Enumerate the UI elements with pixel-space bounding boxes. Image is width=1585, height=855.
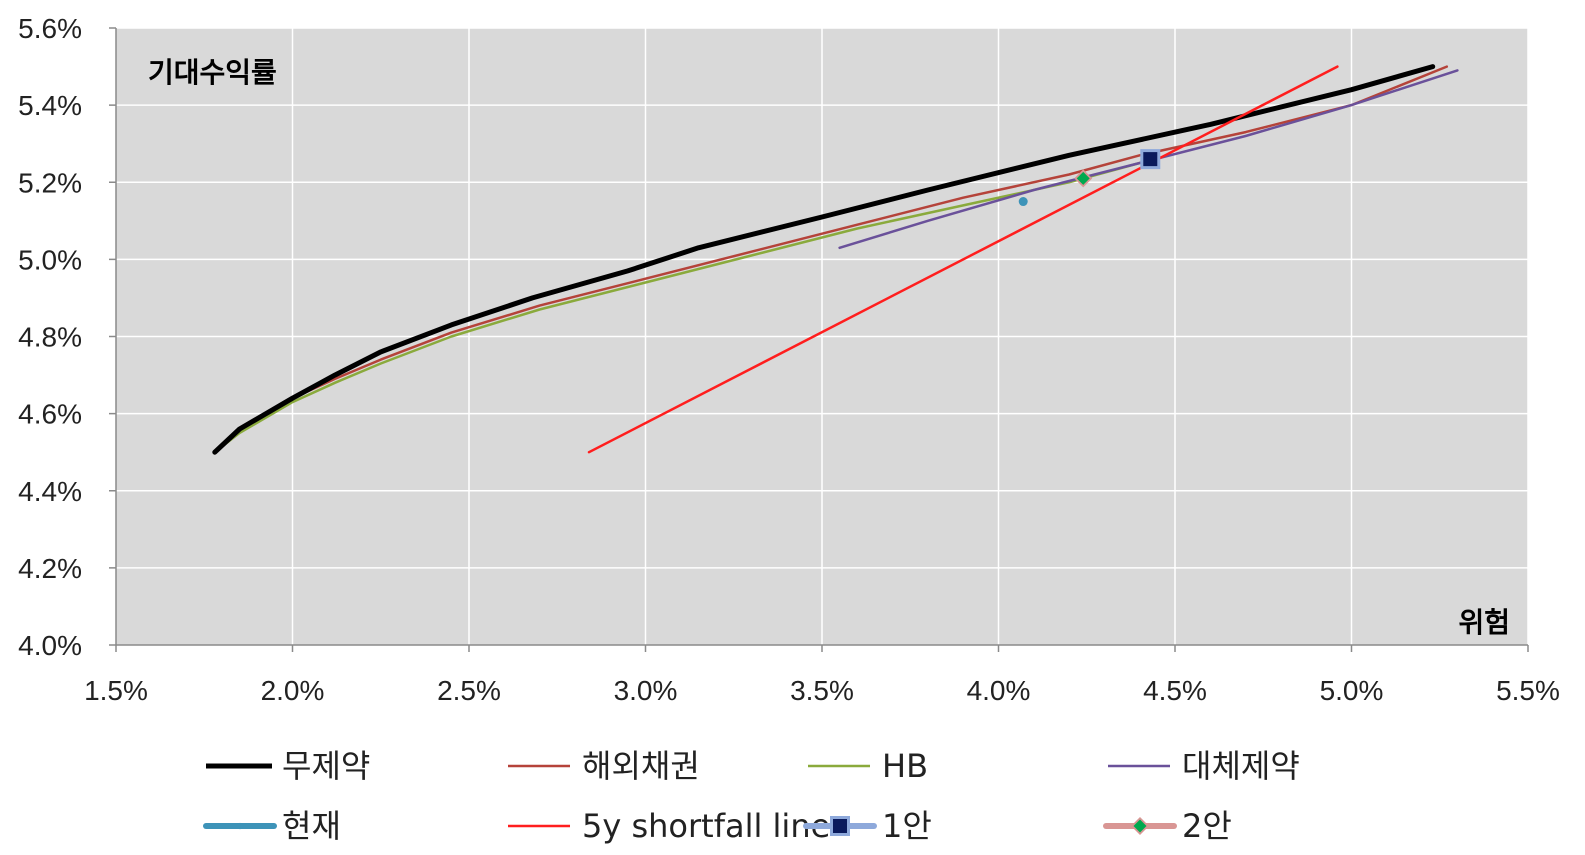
legend-marker-core <box>1133 819 1147 833</box>
legend-label: 무제약 <box>282 747 370 785</box>
x-tick-label: 3.5% <box>790 675 854 706</box>
legend-marker <box>236 822 244 830</box>
legend-item-series-3: 대체제약 <box>1108 747 1300 785</box>
series-layer <box>212 64 1459 455</box>
legend-marker-core <box>833 819 847 833</box>
data-point-2-core <box>1076 171 1090 185</box>
legend-item-series-0: 무제약 <box>206 747 370 785</box>
legend-label: 해외채권 <box>582 747 700 785</box>
legend-item-series-4: 현재 <box>203 807 341 845</box>
y-tick-label: 5.0% <box>18 244 82 275</box>
axis-layer <box>109 27 1529 652</box>
x-tick-label: 4.5% <box>1143 675 1207 706</box>
legend-item-hb: HB <box>808 747 928 785</box>
x-tick-label: 4.0% <box>967 675 1031 706</box>
legend-item-1: 1안 <box>803 807 932 845</box>
tick-labels: 4.0% 4.2% 4.4% 4.6% 4.8% 5.0% 5.2% 5.4% 5.6% 1.5%… <box>18 13 1560 706</box>
data-point-1 <box>1140 149 1161 170</box>
y-tick-label: 4.6% <box>18 399 82 430</box>
y-tick-label: 4.8% <box>18 322 82 353</box>
x-tick-label: 1.5% <box>84 675 148 706</box>
legend-marker <box>1131 817 1149 835</box>
y-tick-label: 4.4% <box>18 476 82 507</box>
y-axis-title: 기대수익률 <box>148 56 277 89</box>
legend-label: 현재 <box>282 807 341 845</box>
x-axis-title: 위험 <box>1458 606 1510 639</box>
x-tick-label: 5.0% <box>1320 675 1384 706</box>
data-point-2 <box>1074 169 1093 188</box>
legend-item-5y-shortfall-line: 5y shortfall line <box>508 807 830 845</box>
legend-label: 2안 <box>1182 807 1232 845</box>
series-line-hb <box>213 161 1141 454</box>
y-tick-label: 4.2% <box>18 553 82 584</box>
legend-label: 1안 <box>882 807 932 845</box>
y-tick-label: 5.2% <box>18 167 82 198</box>
y-tick-label: 4.0% <box>18 630 82 661</box>
series-line-5y-shortfall-line <box>587 65 1339 454</box>
legend-label: 대체제약 <box>1182 747 1300 785</box>
legend-label: HB <box>882 747 928 785</box>
legend-item-2: 2안 <box>1103 807 1232 845</box>
data-point-1-core <box>1143 152 1158 167</box>
y-tick-label: 5.6% <box>18 13 82 44</box>
legend-marker <box>830 816 850 836</box>
data-point-series-4 <box>1018 197 1028 207</box>
legend-item-series-1: 해외채권 <box>508 747 700 785</box>
legend-label: 5y shortfall line <box>582 807 830 845</box>
y-tick-label: 5.4% <box>18 90 82 121</box>
x-tick-label: 5.5% <box>1496 675 1560 706</box>
x-tick-label: 3.0% <box>614 675 678 706</box>
series-line-series-0 <box>212 64 1436 455</box>
x-tick-label: 2.0% <box>261 675 325 706</box>
x-tick-label: 2.5% <box>437 675 501 706</box>
series-line-series-3 <box>838 69 1459 250</box>
grid-layer <box>116 27 1529 645</box>
